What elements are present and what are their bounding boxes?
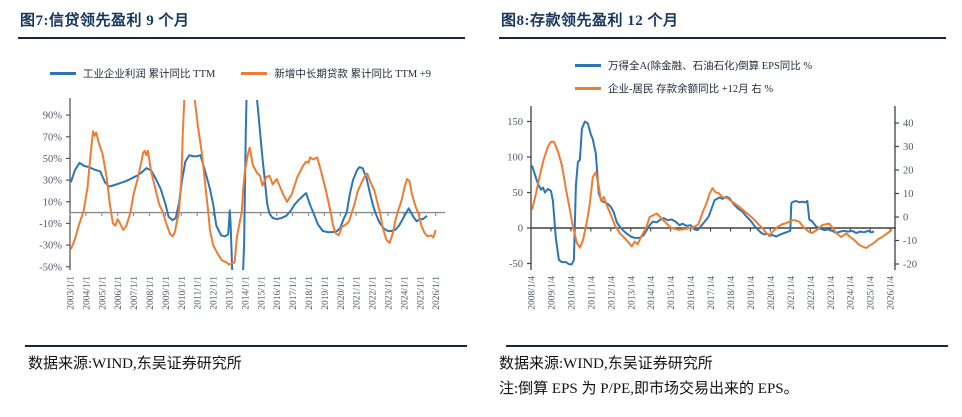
svg-text:2024/1/4: 2024/1/4 — [847, 276, 857, 310]
legend-line-swatch-orange — [241, 72, 268, 75]
svg-text:40: 40 — [903, 119, 914, 130]
svg-text:2012/1/4: 2012/1/4 — [607, 276, 617, 310]
svg-text:50: 50 — [513, 188, 524, 199]
svg-text:2009/1/4: 2009/1/4 — [547, 276, 557, 310]
legend-item: 万得全A(除金融、石油石化)倒算 EPS同比 % — [575, 58, 812, 73]
legend-label: 工业企业利润 累计同比 TTM — [82, 69, 216, 80]
svg-text:2016/1/1: 2016/1/1 — [273, 276, 283, 310]
figure8-legend: 万得全A(除金融、石油石化)倒算 EPS同比 % 企业-居民 存款余额同比 +1… — [575, 58, 812, 96]
svg-text:2026/1/4: 2026/1/4 — [887, 276, 897, 310]
legend-label: 新增中长期贷款 累计同比 TTM +9 — [274, 69, 432, 80]
legend-item: 新增中长期贷款 累计同比 TTM +9 — [241, 66, 431, 81]
svg-text:-50%: -50% — [39, 262, 62, 273]
figure8-title: 图8:存款领先盈利 12 个月 — [501, 13, 679, 29]
legend-label: 万得全A(除金融、石油石化)倒算 EPS同比 % — [608, 61, 813, 72]
svg-text:2014/1/1: 2014/1/1 — [241, 276, 251, 310]
svg-text:2011/1/1: 2011/1/1 — [194, 276, 204, 310]
svg-text:2020/1/4: 2020/1/4 — [767, 276, 777, 310]
legend-line-swatch-orange — [575, 87, 601, 90]
svg-text:-10: -10 — [903, 236, 917, 247]
figure8-title-rule — [499, 37, 946, 40]
svg-text:2015/1/1: 2015/1/1 — [257, 276, 267, 310]
svg-text:2012/1/1: 2012/1/1 — [210, 276, 220, 310]
svg-text:30: 30 — [903, 142, 914, 153]
svg-text:2017/1/1: 2017/1/1 — [289, 276, 299, 310]
svg-text:20: 20 — [903, 166, 914, 177]
svg-text:70%: 70% — [43, 132, 63, 143]
legend-label: 企业-居民 存款余额同比 +12月 右 % — [608, 84, 774, 95]
svg-text:0: 0 — [903, 213, 908, 224]
svg-text:2026/1/1: 2026/1/1 — [432, 276, 442, 310]
svg-text:2006/1/1: 2006/1/1 — [114, 276, 124, 310]
svg-text:-30%: -30% — [39, 241, 62, 252]
svg-text:2025/1/4: 2025/1/4 — [867, 276, 877, 310]
svg-text:2025/1/1: 2025/1/1 — [416, 276, 426, 310]
figure8-panel: 图8:存款领先盈利 12 个月 万得全A(除金融、石油石化)倒算 EPS同比 %… — [481, 0, 962, 417]
svg-text:2018/1/1: 2018/1/1 — [305, 276, 315, 310]
svg-text:2008/1/1: 2008/1/1 — [146, 276, 156, 310]
figure8-footer-rule — [506, 345, 948, 347]
svg-text:2018/1/4: 2018/1/4 — [727, 276, 737, 310]
svg-text:2008/1/4: 2008/1/4 — [528, 276, 538, 310]
figure7-source: 数据来源:WIND,东吴证券研究所 — [28, 356, 242, 372]
svg-text:0: 0 — [518, 224, 523, 235]
svg-text:100: 100 — [507, 153, 523, 164]
svg-text:2024/1/1: 2024/1/1 — [400, 276, 410, 310]
svg-text:2019/1/4: 2019/1/4 — [747, 276, 757, 310]
svg-text:2009/1/1: 2009/1/1 — [162, 276, 172, 310]
svg-text:-50: -50 — [509, 259, 523, 270]
svg-text:2016/1/4: 2016/1/4 — [687, 276, 697, 310]
svg-text:2013/1/4: 2013/1/4 — [627, 276, 637, 310]
svg-text:2004/1/1: 2004/1/1 — [82, 276, 92, 310]
svg-text:2022/1/1: 2022/1/1 — [369, 276, 379, 310]
svg-text:2011/1/4: 2011/1/4 — [587, 276, 597, 310]
svg-text:2020/1/1: 2020/1/1 — [337, 276, 347, 310]
svg-text:2015/1/4: 2015/1/4 — [667, 276, 677, 310]
svg-text:2017/1/4: 2017/1/4 — [707, 276, 717, 310]
svg-text:2003/1/1: 2003/1/1 — [67, 276, 77, 310]
svg-text:2010/1/1: 2010/1/1 — [178, 276, 188, 310]
svg-text:2013/1/1: 2013/1/1 — [226, 276, 236, 310]
legend-line-swatch-blue — [49, 72, 76, 75]
legend-item: 工业企业利润 累计同比 TTM — [49, 66, 216, 81]
svg-text:10%: 10% — [43, 197, 63, 208]
svg-text:90%: 90% — [43, 111, 63, 122]
figure7-title-rule — [18, 37, 465, 40]
figure7-legend: 工业企业利润 累计同比 TTM 新增中长期贷款 累计同比 TTM +9 — [0, 66, 481, 81]
svg-text:150: 150 — [507, 117, 523, 128]
svg-text:2007/1/1: 2007/1/1 — [130, 276, 140, 310]
svg-text:2019/1/1: 2019/1/1 — [321, 276, 331, 310]
svg-text:2005/1/1: 2005/1/1 — [98, 276, 108, 310]
svg-text:-10%: -10% — [39, 219, 62, 230]
svg-text:-20: -20 — [903, 260, 917, 271]
figure8-note: 注:倒算 EPS 为 P/PE,即市场交易出来的 EPS。 — [499, 381, 799, 397]
figure7-title: 图7:信贷领先盈利 9 个月 — [20, 13, 190, 29]
svg-text:2023/1/4: 2023/1/4 — [827, 276, 837, 310]
svg-text:2014/1/4: 2014/1/4 — [647, 276, 657, 310]
svg-text:2021/1/4: 2021/1/4 — [787, 276, 797, 310]
legend-item: 企业-居民 存款余额同比 +12月 右 % — [575, 81, 812, 96]
svg-text:30%: 30% — [43, 176, 63, 187]
svg-text:2022/1/4: 2022/1/4 — [807, 276, 817, 310]
svg-text:10: 10 — [903, 189, 914, 200]
svg-text:2021/1/1: 2021/1/1 — [353, 276, 363, 310]
legend-line-swatch-blue — [575, 64, 601, 67]
svg-text:2010/1/4: 2010/1/4 — [567, 276, 577, 310]
svg-text:50%: 50% — [43, 154, 63, 165]
figure7-panel: 图7:信贷领先盈利 9 个月 工业企业利润 累计同比 TTM 新增中长期贷款 累… — [0, 13, 481, 372]
figure8-source: 数据来源:WIND,东吴证券研究所 — [499, 356, 713, 372]
svg-text:2023/1/1: 2023/1/1 — [385, 276, 395, 310]
figure7-footer-rule — [25, 345, 467, 347]
credit-leads-profit-line-chart: 90% 70% 50% 30% 10% -10% -30% -50% 2003/1/1 2004/… — [39, 98, 445, 310]
